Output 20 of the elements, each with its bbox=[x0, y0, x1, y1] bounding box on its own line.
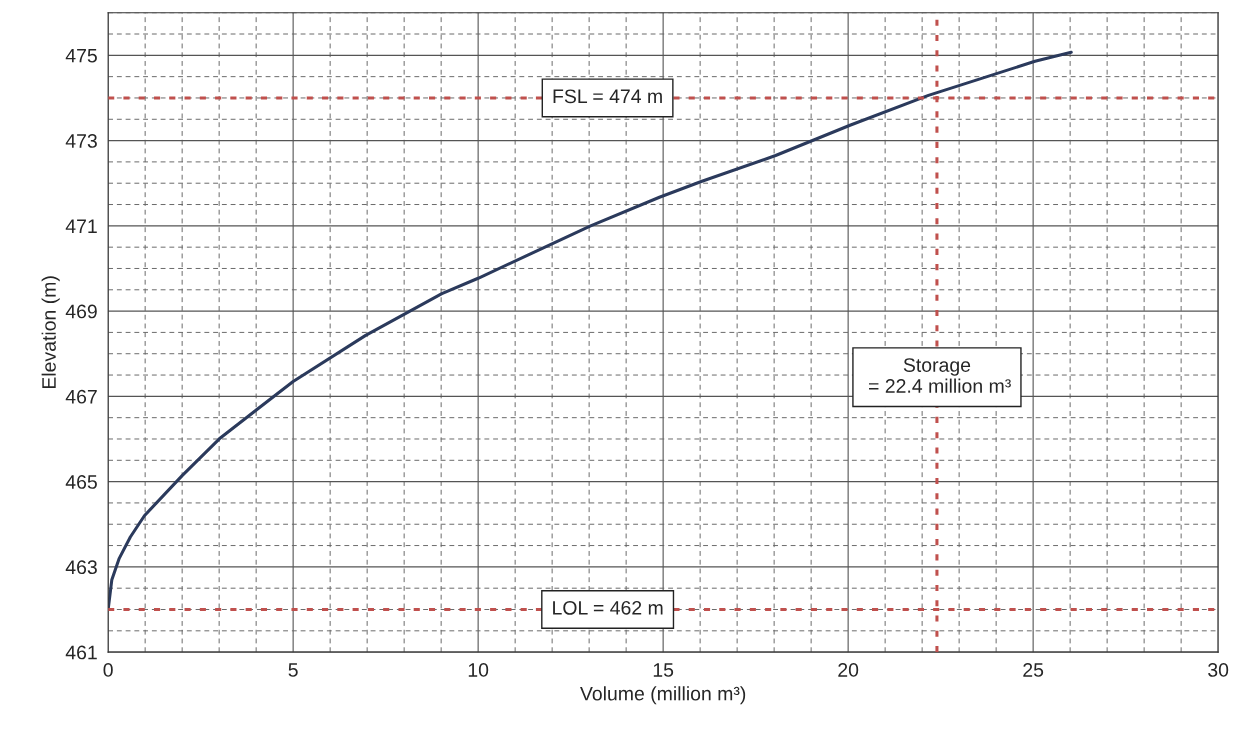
y-tick-label: 467 bbox=[65, 389, 97, 404]
y-tick-label: 471 bbox=[65, 219, 97, 233]
x-tick-label: 10 bbox=[468, 663, 489, 677]
y-tick-label: 461 bbox=[65, 645, 97, 660]
x-tick-label: 5 bbox=[288, 663, 298, 677]
x-tick-label: 30 bbox=[1208, 663, 1229, 677]
y-tick-label: 475 bbox=[65, 49, 97, 63]
x-tick-label: 0 bbox=[103, 663, 113, 677]
y-tick-label: 465 bbox=[65, 475, 97, 489]
ref-line-label: LOL = 462 m bbox=[553, 600, 663, 615]
x-tick-label: 20 bbox=[838, 663, 859, 677]
ref-line-label: Storage = 22.4 million m³ bbox=[869, 358, 1011, 393]
y-axis-title: Elevation (m) bbox=[41, 276, 60, 389]
y-tick-label: 463 bbox=[65, 560, 97, 575]
x-tick-label: 25 bbox=[1023, 663, 1044, 677]
x-tick-label: 15 bbox=[653, 663, 674, 677]
x-axis-title: Volume (million m³) bbox=[580, 686, 746, 705]
ref-line-label: FSL = 474 m bbox=[553, 89, 662, 104]
y-tick-label: 469 bbox=[65, 304, 97, 319]
y-tick-label: 473 bbox=[65, 134, 97, 148]
